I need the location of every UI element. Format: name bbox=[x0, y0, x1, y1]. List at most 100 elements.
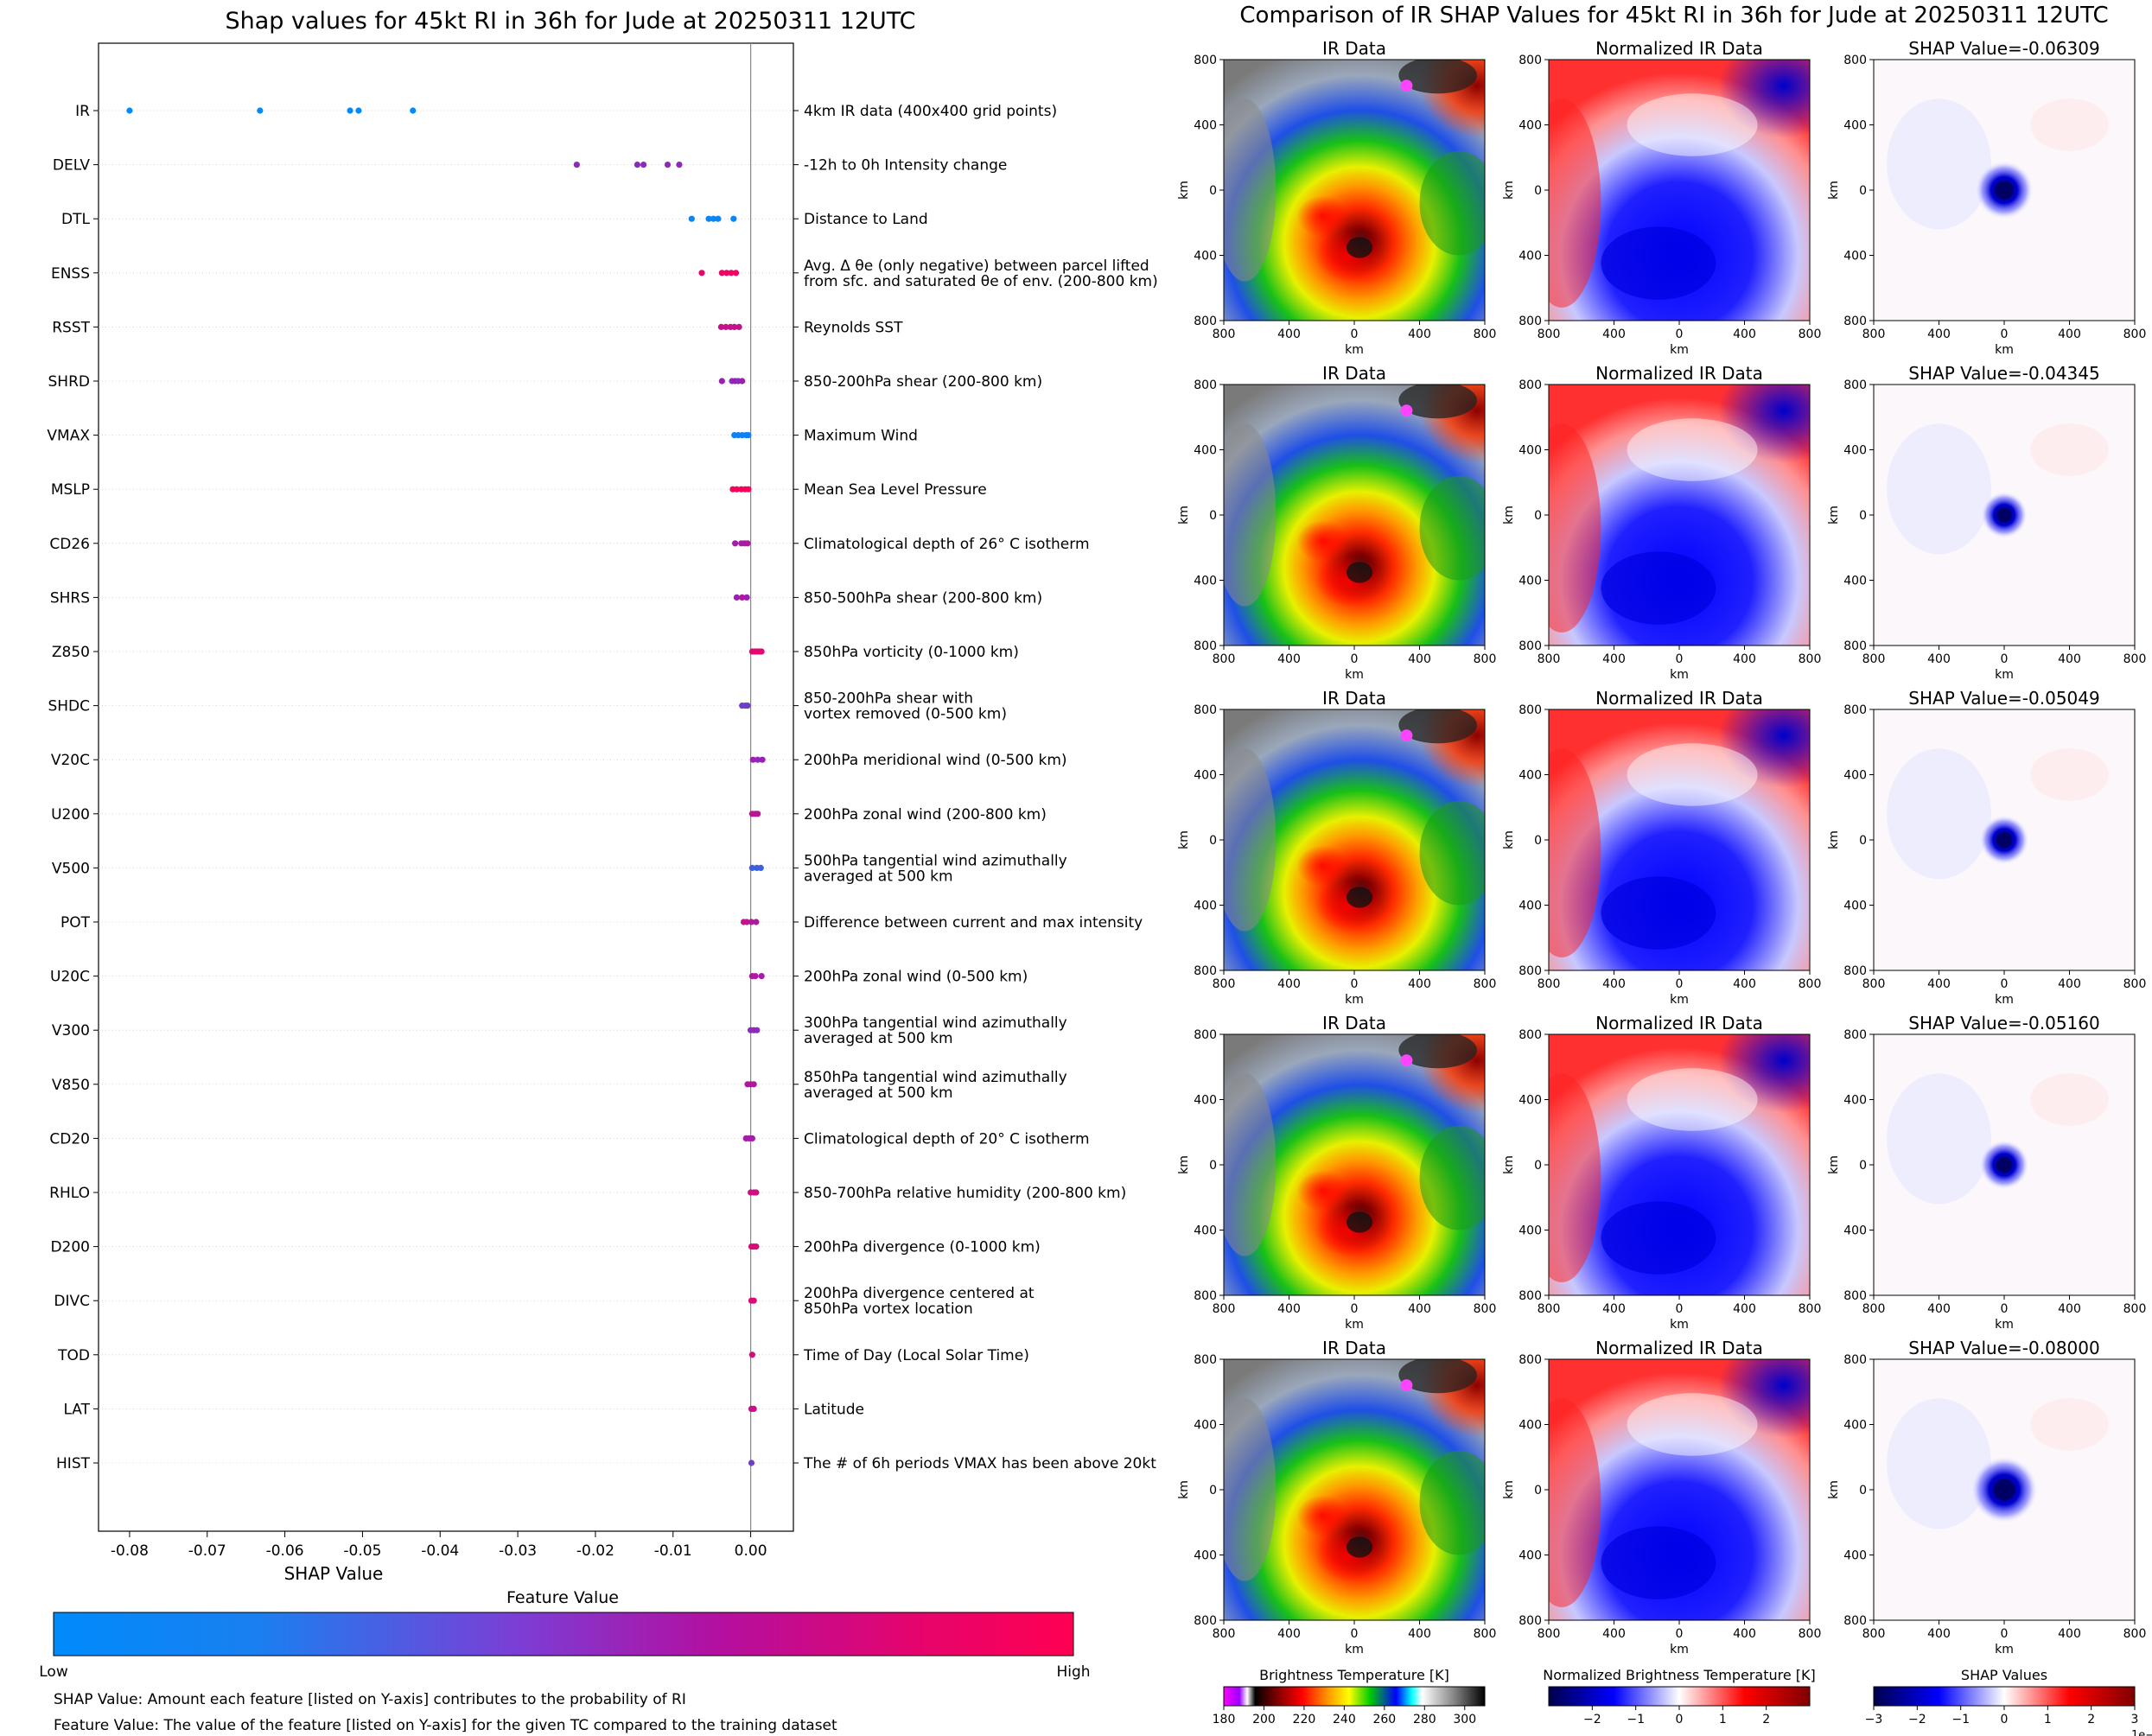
panel-y-axis-label: km bbox=[1827, 181, 1841, 200]
feature-desc-shrs: 850-500hPa shear (200-800 km) bbox=[804, 589, 1042, 607]
shap-point-rsst bbox=[731, 323, 738, 330]
panel-x-tick-label: 400 bbox=[1733, 1627, 1756, 1641]
x-tick-label: -0.05 bbox=[343, 1542, 381, 1560]
colorbar-strip bbox=[1873, 1686, 2136, 1707]
panel-y-tick-label: 800 bbox=[1843, 1353, 1867, 1367]
shap-summary-title: Shap values for 45kt RI in 36h for Jude … bbox=[225, 8, 915, 35]
panel-x-tick-label: 800 bbox=[1538, 327, 1561, 341]
colorbar-tick-label: −1 bbox=[1951, 1713, 1970, 1726]
shap-point-dtl bbox=[705, 215, 712, 222]
feature-name-v850: V850 bbox=[52, 1077, 90, 1094]
panel-y-tick-label: 800 bbox=[1194, 315, 1217, 328]
panel-x-tick-label: 800 bbox=[1862, 1627, 1886, 1641]
panel-y-axis-label: km bbox=[1502, 830, 1516, 849]
panel-y-tick-label: 800 bbox=[1194, 964, 1217, 978]
shap-map-image bbox=[1874, 60, 2135, 321]
feature-name-enss: ENSS bbox=[51, 265, 90, 283]
shap-summary-axes: -0.08 -0.07 -0.06 -0.05 -0.04 -0.03 -0.02 -0.01… bbox=[47, 42, 1158, 1584]
shap-point-cd26 bbox=[744, 540, 751, 547]
x-axis-label: SHAP Value bbox=[284, 1563, 384, 1584]
panel-y-tick-label: 800 bbox=[1518, 1614, 1542, 1628]
panel-x-tick-label: 400 bbox=[1927, 1627, 1951, 1641]
feature-desc-vmax: Maximum Wind bbox=[804, 428, 918, 445]
panel-y-tick-label: 400 bbox=[1194, 250, 1217, 264]
panel-y-tick-label: 800 bbox=[1843, 54, 1867, 67]
feature-name-lat: LAT bbox=[63, 1401, 90, 1418]
panel-x-tick-label: 400 bbox=[1277, 1627, 1301, 1641]
panel-y-tick-label: 400 bbox=[1843, 769, 1867, 783]
panel-y-tick-label: 400 bbox=[1518, 900, 1542, 913]
panel-y-axis-label: km bbox=[1502, 1155, 1516, 1174]
colorbar-label: SHAP Values bbox=[1961, 1667, 2047, 1683]
ir-comparison-title: Comparison of IR SHAP Values for 45kt RI… bbox=[1239, 3, 2108, 29]
panel-y-axis-label: km bbox=[1827, 1480, 1841, 1499]
panel-x-axis-label: km bbox=[1670, 668, 1689, 682]
panel-y-tick-label: 400 bbox=[1843, 1419, 1867, 1433]
colorbar-tick-label: 1 bbox=[2044, 1713, 2052, 1726]
panel-title: Normalized IR Data bbox=[1595, 688, 1763, 709]
shap-point-enss bbox=[732, 270, 740, 277]
panel-x-tick-label: 800 bbox=[1799, 652, 1822, 666]
shap-point-vmax bbox=[745, 432, 752, 439]
feature-desc-hist: The # of 6h periods VMAX has been above … bbox=[803, 1455, 1156, 1472]
footnote-shap: SHAP Value: Amount each feature [listed … bbox=[54, 1691, 686, 1708]
feature-name-delv: DELV bbox=[53, 157, 90, 175]
panel-x-axis-label: km bbox=[1995, 1643, 2014, 1657]
shap-point-lat bbox=[750, 1405, 757, 1412]
colorbar-tick-label: 180 bbox=[1213, 1713, 1236, 1726]
panel-x-tick-label: 400 bbox=[1408, 1627, 1431, 1641]
panel-x-tick-label: 0 bbox=[2001, 327, 2009, 341]
panel-y-tick-label: 400 bbox=[1194, 900, 1217, 913]
panel-x-tick-label: 400 bbox=[2058, 1627, 2081, 1641]
feature-desc-tod: Time of Day (Local Solar Time) bbox=[803, 1347, 1029, 1364]
panel-y-tick-label: 800 bbox=[1843, 1289, 1867, 1303]
panel-x-axis-label: km bbox=[1995, 993, 2014, 1007]
feature-desc-v850: 850hPa tangential wind azimuthally bbox=[804, 1069, 1067, 1086]
shap-point-d200 bbox=[753, 1243, 760, 1250]
panel-x-tick-label: 400 bbox=[1733, 1302, 1756, 1316]
feature-desc-v850: averaged at 500 km bbox=[804, 1084, 953, 1102]
shap-point-rsst bbox=[735, 323, 742, 330]
panel-y-tick-label: 800 bbox=[1518, 964, 1542, 978]
shap-point-pot bbox=[743, 919, 750, 925]
feature-name-shrs: SHRS bbox=[50, 589, 90, 607]
shap-point-tod bbox=[748, 1351, 755, 1358]
feature-desc-ir: 4km IR data (400x400 grid points) bbox=[804, 103, 1057, 120]
shap-point-u200 bbox=[754, 811, 761, 817]
shap-point-ir bbox=[257, 107, 264, 114]
panel-x-tick-label: 800 bbox=[1538, 1627, 1561, 1641]
feature-name-vmax: VMAX bbox=[47, 428, 90, 445]
shap-point-delv bbox=[640, 162, 647, 169]
panel-x-tick-label: 400 bbox=[1927, 327, 1951, 341]
panel-y-axis-label: km bbox=[1502, 181, 1516, 200]
feature-desc-v500: 500hPa tangential wind azimuthally bbox=[804, 852, 1067, 869]
panel-x-tick-label: 0 bbox=[2001, 1302, 2009, 1316]
colorbar-tick-label: 200 bbox=[1252, 1713, 1276, 1726]
panel-x-tick-label: 400 bbox=[1277, 652, 1301, 666]
panel-x-tick-label: 800 bbox=[1862, 652, 1886, 666]
feature-desc-cd20: Climatological depth of 20° C isotherm bbox=[804, 1130, 1090, 1148]
shap-point-pot bbox=[748, 919, 755, 925]
panel-x-tick-label: 800 bbox=[2123, 1627, 2147, 1641]
feature-desc-delv: -12h to 0h Intensity change bbox=[804, 157, 1007, 175]
footnote-feature: Feature Value: The value of the feature … bbox=[54, 1717, 837, 1734]
panel-title: Normalized IR Data bbox=[1595, 1013, 1763, 1033]
shap-point-shdc bbox=[744, 703, 751, 709]
panel-x-tick-label: 0 bbox=[1676, 652, 1684, 666]
colorbar-tick-label: 3 bbox=[2131, 1713, 2139, 1726]
shap-point-dtl bbox=[730, 215, 737, 222]
feature-desc-divc: 850hPa vortex location bbox=[804, 1300, 973, 1318]
feature-desc-u20c: 200hPa zonal wind (0-500 km) bbox=[804, 969, 1028, 986]
colorbar-strip bbox=[1548, 1686, 1811, 1707]
feature-desc-shrd: 850-200hPa shear (200-800 km) bbox=[804, 373, 1042, 391]
panel-y-axis-label: km bbox=[1502, 1480, 1516, 1499]
panel-y-tick-label: 800 bbox=[1843, 639, 1867, 653]
panel-x-tick-label: 800 bbox=[1799, 327, 1822, 341]
panel-y-axis-label: km bbox=[1827, 506, 1841, 525]
panel-y-tick-label: 800 bbox=[1194, 1614, 1217, 1628]
panel-y-tick-label: 0 bbox=[1209, 834, 1217, 848]
panel-y-tick-label: 0 bbox=[1859, 184, 1867, 198]
panel-y-tick-label: 800 bbox=[1518, 54, 1542, 67]
feature-desc-v20c: 200hPa meridional wind (0-500 km) bbox=[804, 752, 1067, 769]
panel-x-axis-label: km bbox=[1345, 1643, 1364, 1657]
